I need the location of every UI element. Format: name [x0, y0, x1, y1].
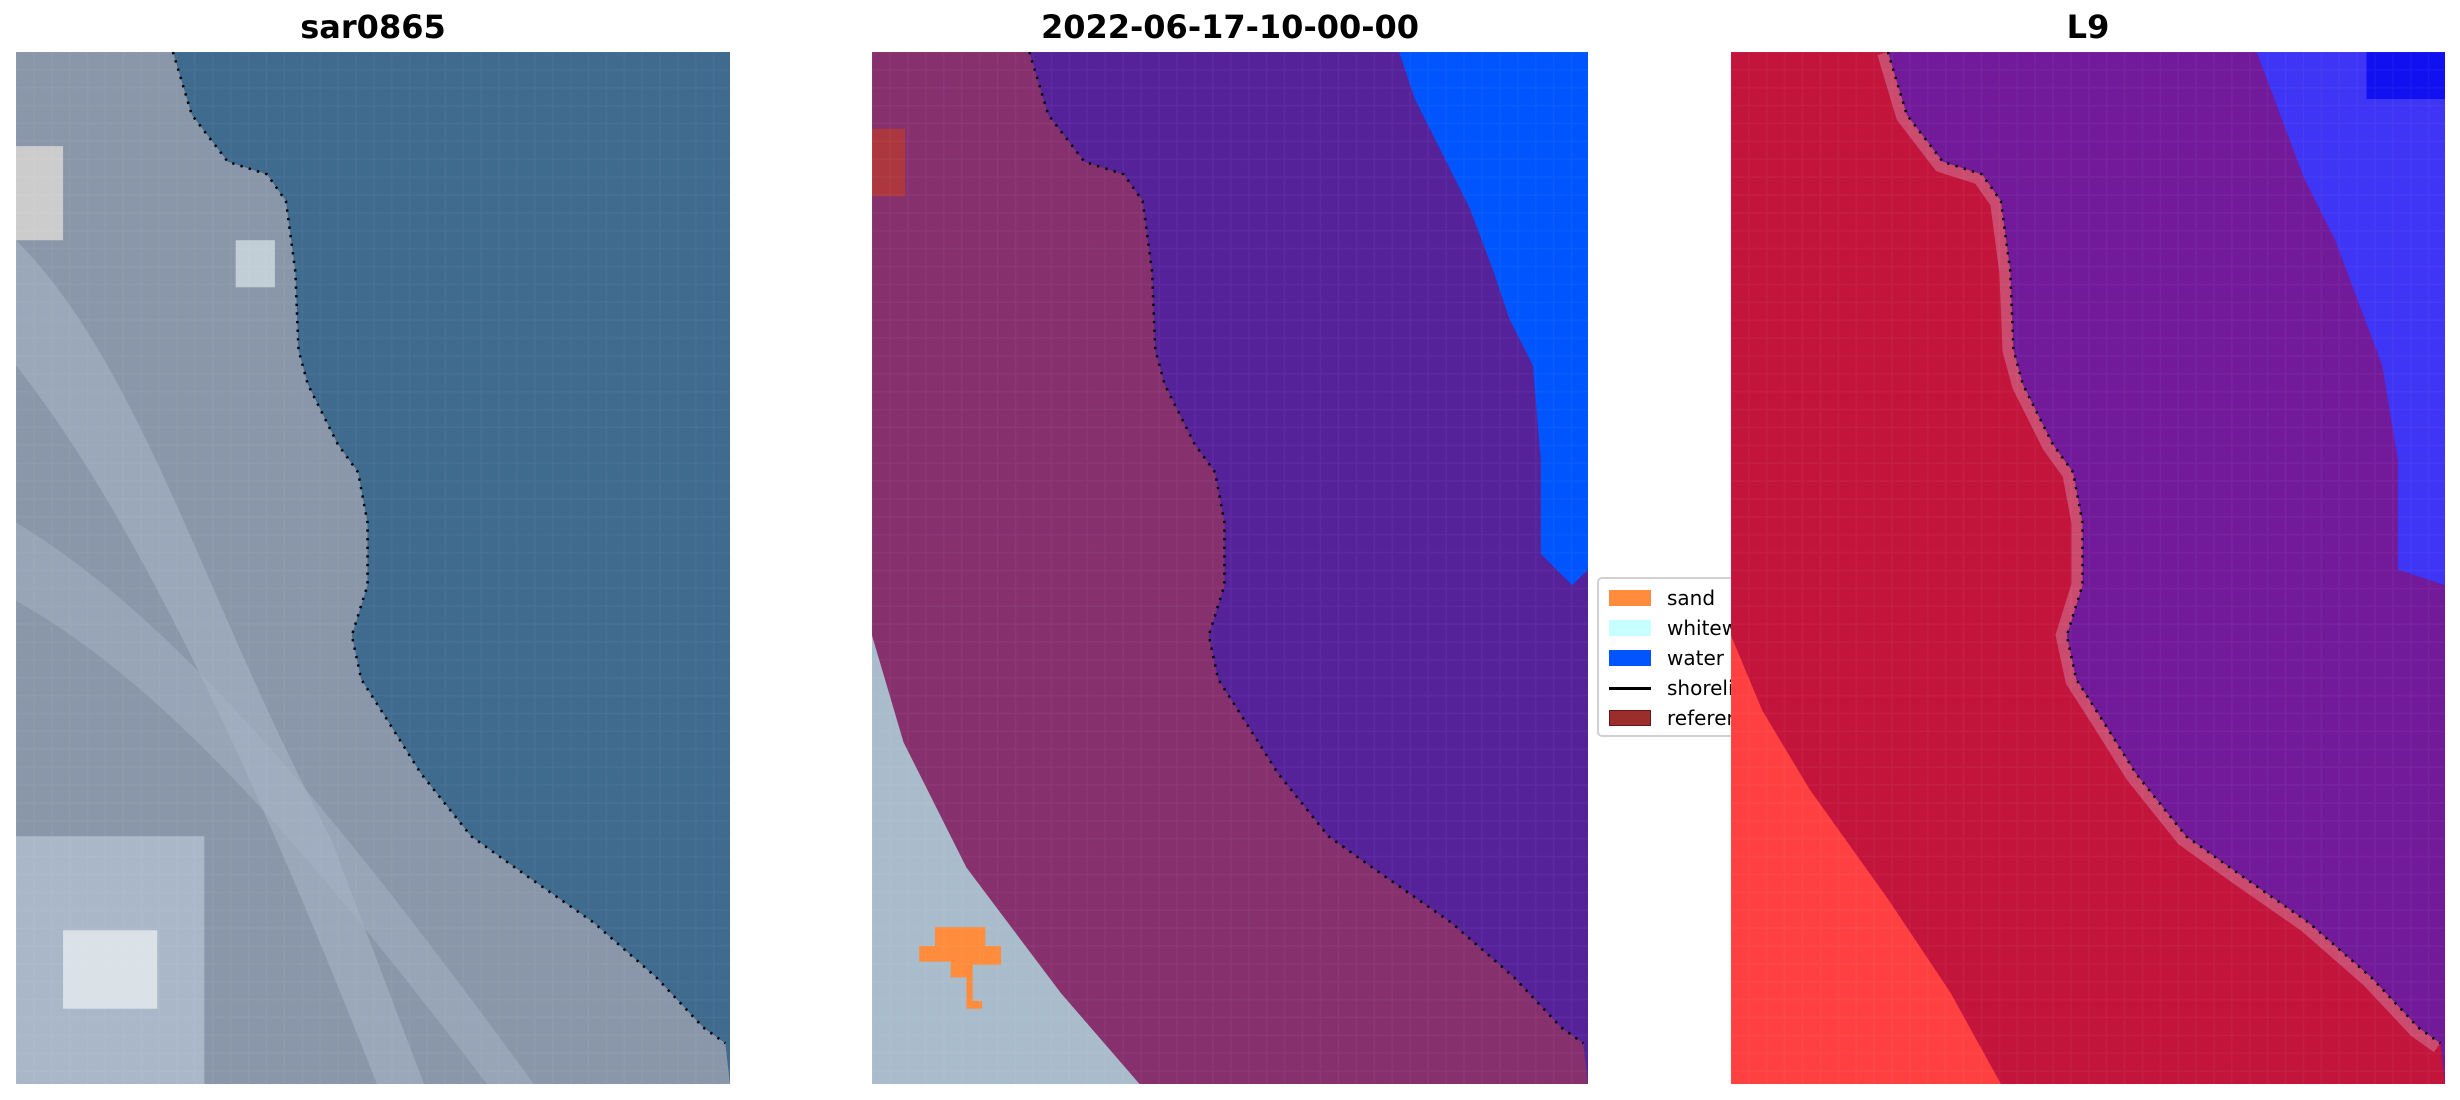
- legend-swatch: [1609, 650, 1651, 666]
- legend-label: water: [1667, 646, 1724, 670]
- legend-swatch: [1609, 620, 1651, 636]
- legend-label: shoreline: [1667, 676, 1731, 700]
- legend-label: reference: [1667, 706, 1731, 730]
- legend-item-reference: reference: [1609, 706, 1731, 730]
- panel-title-1: sar0865: [300, 8, 446, 46]
- legend-swatch: [1609, 590, 1651, 606]
- legend-item-sand: sand: [1609, 586, 1715, 610]
- panel-title-3: L9: [2066, 8, 2110, 46]
- shoreline: [1886, 52, 2442, 1045]
- shoreline: [171, 52, 727, 1045]
- legend-label: sand: [1667, 586, 1716, 610]
- legend-item-water: water: [1609, 646, 1724, 670]
- rgb-image-panel: [16, 52, 730, 1084]
- legend-swatch: [1609, 710, 1651, 726]
- legend-item-shoreline: shoreline: [1609, 676, 1731, 700]
- panel-title-2: 2022-06-17-10-00-00: [1040, 8, 1420, 46]
- shoreline: [1028, 52, 1585, 1045]
- classified-image-panel: [872, 52, 1588, 1084]
- index-image-panel: [1731, 52, 2445, 1084]
- legend-swatch: [1609, 686, 1651, 690]
